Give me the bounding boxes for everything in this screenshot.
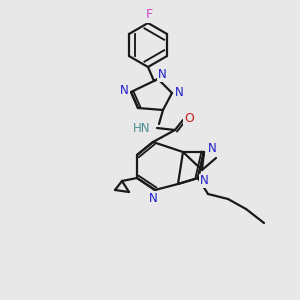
Text: N: N	[120, 85, 128, 98]
Text: N: N	[158, 68, 166, 82]
Text: N: N	[148, 191, 158, 205]
Text: N: N	[208, 142, 216, 155]
Text: N: N	[175, 85, 183, 98]
Text: HN: HN	[133, 122, 150, 134]
Text: F: F	[146, 8, 153, 22]
Text: N: N	[200, 175, 208, 188]
Text: O: O	[184, 112, 194, 125]
